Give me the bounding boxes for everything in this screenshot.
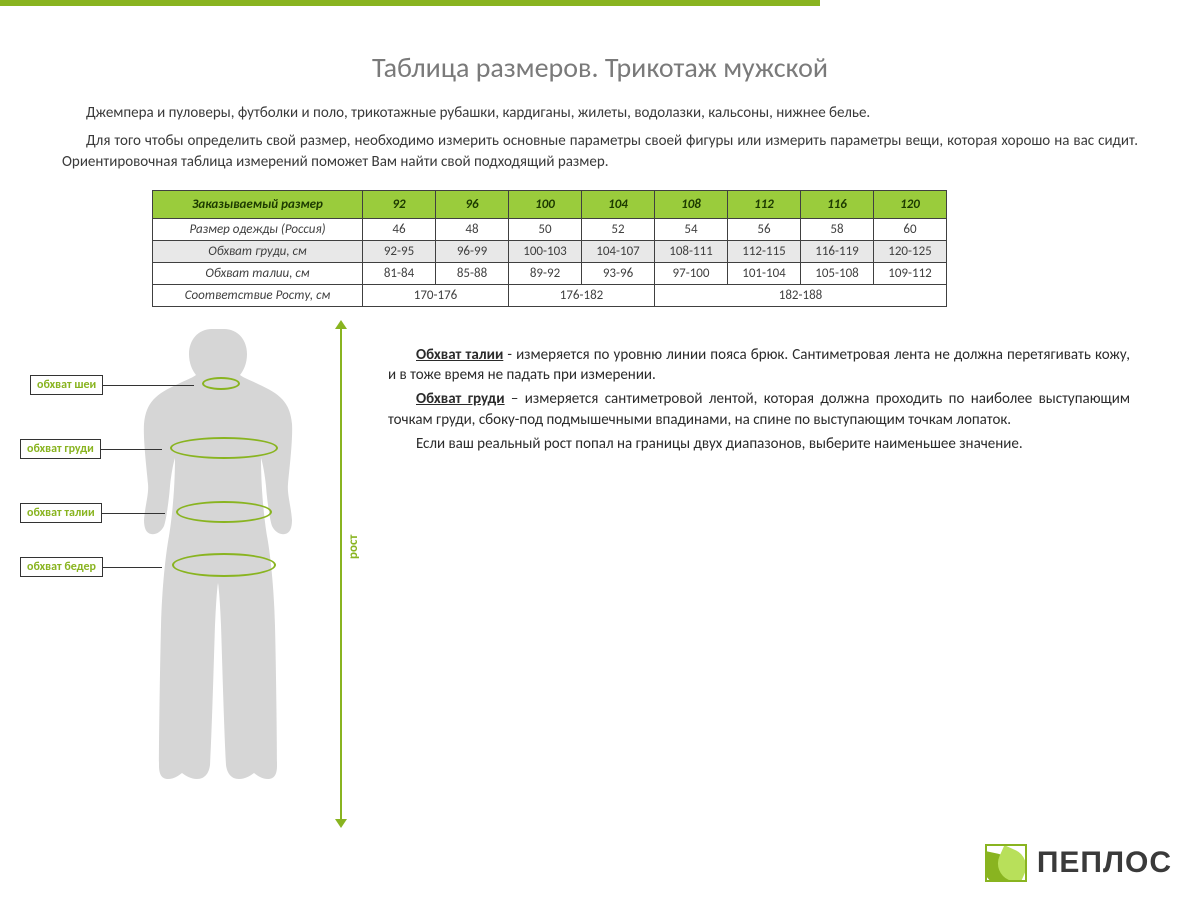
row-label: Размер одежды (Россия) xyxy=(153,218,363,240)
cell: 50 xyxy=(509,218,582,240)
waist-desc: Обхват талии - измеряется по уровню лини… xyxy=(388,345,1130,386)
cell: 120-125 xyxy=(874,240,947,262)
logo-mark-icon xyxy=(985,844,1027,882)
cell: 101-104 xyxy=(728,262,801,284)
size-col: 100 xyxy=(509,190,582,218)
cell: 104-107 xyxy=(582,240,655,262)
chest-label-text: обхват груди xyxy=(27,442,94,456)
cell: 170-176 xyxy=(363,284,509,306)
cell: 92-95 xyxy=(363,240,436,262)
waist-label: обхват талии xyxy=(20,503,102,523)
chest-label: обхват груди xyxy=(20,439,101,459)
brand-logo: ПЕПЛОС xyxy=(985,844,1172,882)
cell: 109-112 xyxy=(874,262,947,284)
chest-desc: Обхват груди – измеряется сантиметровой … xyxy=(388,389,1130,430)
size-col: 116 xyxy=(801,190,874,218)
row-label: Обхват груди, см xyxy=(153,240,363,262)
intro-products: Джемпера и пуловеры, футболки и поло, тр… xyxy=(62,103,1138,123)
height-note: Если ваш реальный рост попал на границы … xyxy=(388,434,1130,454)
measurement-description: Обхват талии - измеряется по уровню лини… xyxy=(388,319,1138,829)
size-col: 92 xyxy=(363,190,436,218)
height-arrow xyxy=(340,327,342,821)
cell: 56 xyxy=(728,218,801,240)
cell: 100-103 xyxy=(509,240,582,262)
accent-bar xyxy=(0,0,820,6)
size-table: Заказываемый размер 92 96 100 104 108 11… xyxy=(152,190,947,307)
neck-label: обхват шеи xyxy=(30,375,103,395)
waist-ellipse xyxy=(176,501,272,523)
cell: 176-182 xyxy=(509,284,655,306)
size-col: 96 xyxy=(436,190,509,218)
cell: 112-115 xyxy=(728,240,801,262)
chest-ellipse xyxy=(170,437,278,459)
row-label: Соответствие Росту, см xyxy=(153,284,363,306)
waist-term: Обхват талии xyxy=(416,346,503,364)
cell: 182-188 xyxy=(655,284,947,306)
page-title: Таблица размеров. Трикотаж мужской xyxy=(62,50,1138,85)
lower-section: обхват шеи обхват груди обхват талии обх… xyxy=(62,319,1138,829)
table-row: Соответствие Росту, см 170-176 176-182 1… xyxy=(153,284,947,306)
row-label: Обхват талии, см xyxy=(153,262,363,284)
cell: 96-99 xyxy=(436,240,509,262)
page-content: Таблица размеров. Трикотаж мужской Джемп… xyxy=(0,0,1200,829)
brand-name: ПЕПЛОС xyxy=(1037,846,1172,880)
cell: 48 xyxy=(436,218,509,240)
neck-label-text: обхват шеи xyxy=(37,378,96,392)
height-label: рост xyxy=(346,534,361,558)
cell: 89-92 xyxy=(509,262,582,284)
cell: 60 xyxy=(874,218,947,240)
size-table-wrap: Заказываемый размер 92 96 100 104 108 11… xyxy=(152,190,1138,307)
cell: 52 xyxy=(582,218,655,240)
hip-ellipse xyxy=(172,553,276,577)
size-col: 108 xyxy=(655,190,728,218)
header-label: Заказываемый размер xyxy=(153,190,363,218)
neck-ellipse xyxy=(202,377,240,390)
cell: 108-111 xyxy=(655,240,728,262)
intro-instructions: Для того чтобы определить свой размер, н… xyxy=(62,131,1138,172)
cell: 116-119 xyxy=(801,240,874,262)
table-row: Обхват груди, см 92-95 96-99 100-103 104… xyxy=(153,240,947,262)
table-header-row: Заказываемый размер 92 96 100 104 108 11… xyxy=(153,190,947,218)
hip-label: обхват бедер xyxy=(20,557,103,577)
size-col: 104 xyxy=(582,190,655,218)
hip-label-text: обхват бедер xyxy=(27,560,96,574)
cell: 46 xyxy=(363,218,436,240)
size-col: 120 xyxy=(874,190,947,218)
cell: 85-88 xyxy=(436,262,509,284)
waist-label-text: обхват талии xyxy=(27,506,95,520)
table-row: Размер одежды (Россия) 46 48 50 52 54 56… xyxy=(153,218,947,240)
table-row: Обхват талии, см 81-84 85-88 89-92 93-96… xyxy=(153,262,947,284)
size-col: 112 xyxy=(728,190,801,218)
cell: 81-84 xyxy=(363,262,436,284)
cell: 54 xyxy=(655,218,728,240)
cell: 93-96 xyxy=(582,262,655,284)
cell: 105-108 xyxy=(801,262,874,284)
cell: 97-100 xyxy=(655,262,728,284)
chest-term: Обхват груди xyxy=(416,390,505,408)
cell: 58 xyxy=(801,218,874,240)
body-figure: обхват шеи обхват груди обхват талии обх… xyxy=(14,319,364,829)
